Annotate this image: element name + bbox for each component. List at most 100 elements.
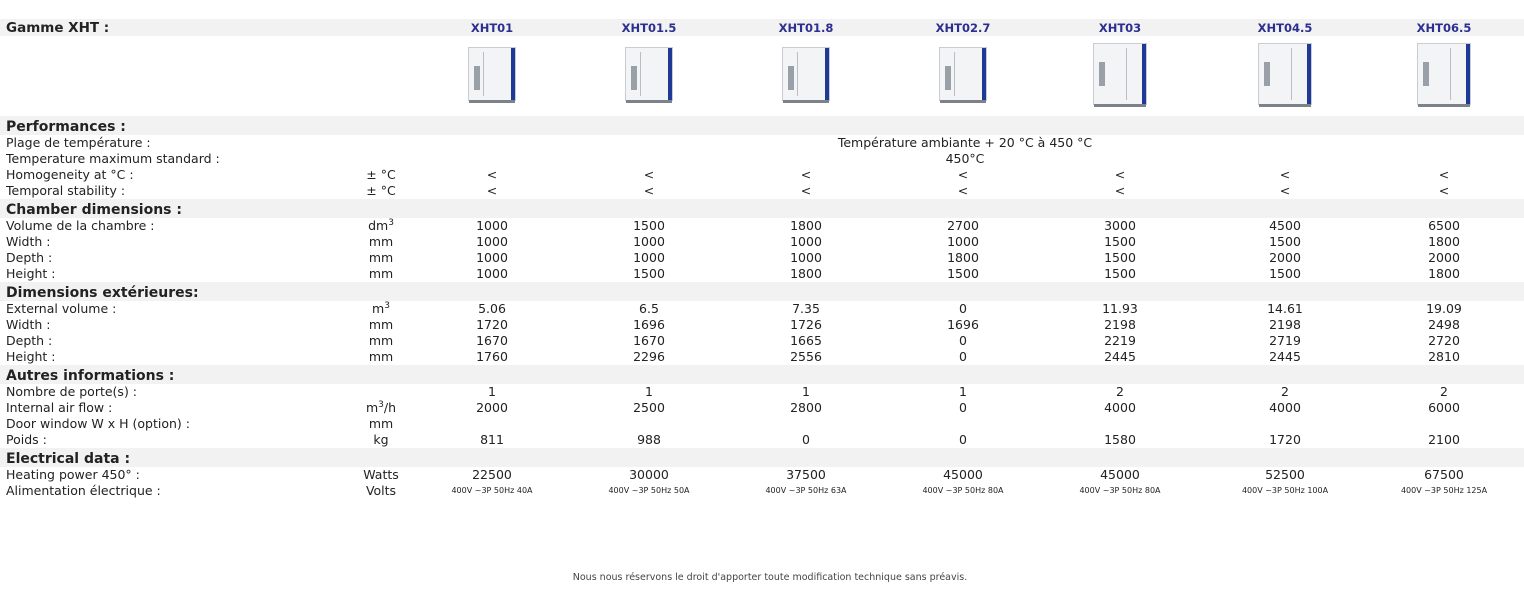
- spec-value: 400V ~3P 50Hz 40A: [451, 486, 533, 495]
- oven-double-door-icon: [1417, 43, 1471, 107]
- spec-value: 2500: [633, 400, 665, 415]
- model-name: XHT01.8: [720, 19, 892, 36]
- spec-value: 2: [1116, 384, 1124, 399]
- spec-value: 400V ~3P 50Hz 63A: [765, 486, 847, 495]
- door-edge: [668, 48, 672, 100]
- oven-double-door-icon: [1258, 43, 1312, 107]
- spec-row: Alimentation électrique : Volts 400V ~3P 5…: [0, 483, 1524, 499]
- spec-value: 1500: [1104, 266, 1136, 281]
- spec-value: 400V ~3P 50Hz 80A: [1079, 486, 1161, 495]
- spec-value: 2: [1440, 384, 1448, 399]
- spec-row: Homogeneity at °C : ± °C < < < < < < <: [0, 167, 1524, 183]
- spec-value: 1500: [1269, 266, 1301, 281]
- spec-value: 2296: [633, 349, 665, 364]
- spec-value: 14.61: [1267, 301, 1303, 316]
- spec-value: 1500: [633, 218, 665, 233]
- unit-cell: kg: [373, 432, 389, 447]
- door-edge: [825, 48, 829, 100]
- spec-value: 1000: [790, 234, 822, 249]
- spec-value: 400V ~3P 50Hz 50A: [608, 486, 690, 495]
- spec-value: 2498: [1428, 317, 1460, 332]
- oven-base: [940, 100, 986, 103]
- oven-single-door-icon: [782, 47, 830, 103]
- unit-base: m: [365, 400, 379, 415]
- spec-row: Volume de la chambre : dm3 1000 1500 1800 270…: [0, 218, 1524, 234]
- unit-cell: m3/h: [356, 400, 406, 416]
- spec-value: 30000: [629, 467, 669, 482]
- spec-value-span: Température ambiante + 20 °C à 450 °C: [837, 135, 1093, 150]
- door-edge: [511, 48, 515, 100]
- image-spacer: [0, 36, 356, 116]
- spec-value: 400V ~3P 50Hz 125A: [1400, 486, 1488, 495]
- spec-label: Door window W x H (option) :: [6, 416, 190, 431]
- spec-value: 1800: [947, 250, 979, 265]
- spec-label: Depth :: [6, 250, 53, 265]
- oven-single-door-icon: [625, 47, 673, 103]
- spec-label: Homogeneity at °C :: [6, 167, 134, 182]
- unit-cell: [356, 151, 406, 167]
- spec-row: Height : mm 1760 2296 2556 0 2445 2445 2810: [0, 349, 1524, 365]
- spec-value: 6500: [1428, 218, 1460, 233]
- spec-value: 6.5: [639, 301, 659, 316]
- spec-value: 2000: [1428, 250, 1460, 265]
- spec-value: [1364, 416, 1524, 432]
- spec-row: Internal air flow : m3/h 2000 2500 2800 0 4000…: [0, 400, 1524, 416]
- spec-value: <: [1438, 183, 1450, 198]
- model-name: XHT04.5: [1206, 19, 1364, 36]
- spec-value: 1: [488, 384, 496, 399]
- unit-superscript: 3: [378, 400, 384, 410]
- oven-base: [626, 100, 672, 103]
- spec-value: 7.35: [792, 301, 820, 316]
- spec-row: Depth : mm 1670 1670 1665 0 2219 2719 2720: [0, 333, 1524, 349]
- disclaimer-footer: Nous nous réservons le droit d'apporter …: [572, 572, 968, 583]
- spec-value: 11.93: [1102, 301, 1138, 316]
- section-title: Dimensions extérieures:: [0, 282, 1524, 301]
- oven-base: [783, 100, 829, 103]
- unit-cell: ± °C: [366, 183, 396, 198]
- spec-value: <: [957, 167, 969, 182]
- spec-value: 1696: [633, 317, 665, 332]
- unit-cell: dm3: [356, 218, 406, 234]
- unit-cell: [356, 135, 406, 151]
- spec-value: 4000: [1269, 400, 1301, 415]
- unit-cell: mm: [368, 266, 394, 281]
- oven-double-door-icon: [1093, 43, 1147, 107]
- section-header: Performances :: [0, 116, 1524, 135]
- spec-value: <: [1114, 183, 1126, 198]
- spec-label: Heating power 450° :: [6, 467, 140, 482]
- product-image-cell: [892, 36, 1034, 116]
- spec-value: 2800: [790, 400, 822, 415]
- table-header-row: Gamme XHT : XHT01 XHT01.5 XHT01.8 XHT02.7 XHT…: [0, 19, 1524, 36]
- spec-label: Width :: [6, 234, 51, 249]
- spec-value: <: [800, 183, 812, 198]
- spec-value: <: [800, 167, 812, 182]
- spec-value: 2719: [1269, 333, 1301, 348]
- spec-table: Gamme XHT : XHT01 XHT01.5 XHT01.8 XHT02.7 XHT…: [0, 19, 1524, 499]
- control-panel: [945, 66, 951, 90]
- product-image-cell: [1034, 36, 1206, 116]
- spec-value: 52500: [1265, 467, 1305, 482]
- spec-value: 19.09: [1426, 301, 1462, 316]
- control-panel: [631, 66, 637, 90]
- spec-value: <: [486, 167, 498, 182]
- door-split: [483, 52, 484, 96]
- spec-value: 400V ~3P 50Hz 80A: [922, 486, 1004, 495]
- section-title: Autres informations :: [0, 365, 1524, 384]
- spec-label: Height :: [6, 349, 56, 364]
- model-name: XHT03: [1034, 19, 1206, 36]
- spec-label: Plage de température :: [6, 135, 151, 150]
- spec-value: 1000: [947, 234, 979, 249]
- spec-value: 2445: [1269, 349, 1301, 364]
- spec-value: 1800: [790, 218, 822, 233]
- spec-value: 4500: [1269, 218, 1301, 233]
- product-image-cell: [1364, 36, 1524, 116]
- spec-value: 1720: [476, 317, 508, 332]
- spec-value: [406, 416, 578, 432]
- spec-value: 988: [637, 432, 661, 447]
- control-panel: [1099, 62, 1105, 86]
- spec-value: 2100: [1428, 432, 1460, 447]
- spec-value: 3000: [1104, 218, 1136, 233]
- model-name: XHT02.7: [892, 19, 1034, 36]
- oven-base: [1259, 104, 1311, 107]
- unit-cell: Volts: [365, 483, 397, 498]
